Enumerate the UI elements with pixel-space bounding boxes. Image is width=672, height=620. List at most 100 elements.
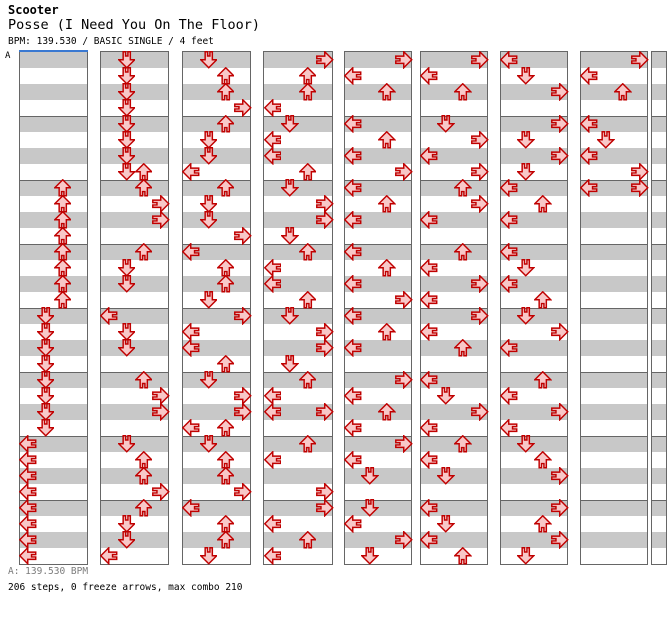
beat-stripe (345, 436, 411, 452)
measure-line (183, 180, 250, 181)
step-arrow-right-icon (316, 51, 334, 69)
step-arrow-down-icon (36, 371, 55, 389)
step-arrow-right-icon (395, 291, 413, 309)
step-arrow-right-icon (234, 307, 252, 325)
beat-stripe (101, 356, 168, 372)
step-arrow-down-icon (199, 51, 218, 69)
step-arrow-left-icon (19, 547, 37, 565)
measure-line (264, 308, 332, 309)
step-arrow-up-icon (53, 211, 72, 229)
step-arrow-up-icon (298, 371, 317, 389)
step-arrow-down-icon (281, 307, 299, 325)
measure-line (345, 308, 411, 309)
measure-line (20, 500, 87, 501)
step-arrow-up-icon (216, 115, 235, 133)
step-arrow-right-icon (631, 51, 649, 69)
beat-stripe (264, 244, 332, 260)
step-arrow-right-icon (316, 195, 334, 213)
step-arrow-down-icon (199, 147, 218, 165)
step-arrow-left-icon (19, 531, 37, 549)
step-arrow-down-icon (281, 227, 299, 245)
measure-line (501, 436, 567, 437)
step-arrow-left-icon (19, 515, 37, 533)
beat-stripe (421, 52, 487, 68)
measure-line (264, 500, 332, 501)
beat-stripe (345, 292, 411, 308)
beat-stripe (652, 132, 666, 148)
step-arrow-up-icon (53, 227, 72, 245)
chart-column (100, 51, 170, 565)
step-arrow-up-icon (216, 179, 235, 197)
beat-stripe (264, 212, 332, 228)
beat-stripe (652, 468, 666, 484)
beat-stripe (581, 324, 647, 340)
step-arrow-down-icon (517, 67, 535, 85)
measure-line (652, 436, 666, 437)
measure-line (581, 436, 647, 437)
beat-stripe (101, 420, 168, 436)
measure-line (421, 244, 487, 245)
step-arrow-up-icon (216, 467, 235, 485)
beat-stripe (421, 164, 487, 180)
step-arrow-left-icon (344, 147, 362, 165)
step-arrow-right-icon (152, 483, 170, 501)
step-arrow-up-icon (454, 339, 472, 357)
step-arrow-down-icon (199, 291, 218, 309)
step-arrow-down-icon (36, 339, 55, 357)
step-arrow-left-icon (580, 67, 598, 85)
measure-line (345, 180, 411, 181)
step-arrow-right-icon (395, 163, 413, 181)
measure-line (581, 244, 647, 245)
step-arrow-down-icon (117, 515, 136, 533)
beat-stripe (20, 132, 87, 148)
beat-stripe (345, 356, 411, 372)
beat-stripe (264, 292, 332, 308)
step-arrow-right-icon (316, 403, 334, 421)
step-arrow-right-icon (551, 467, 569, 485)
beat-stripe (581, 228, 647, 244)
beat-stripe (581, 436, 647, 452)
beat-stripe (264, 68, 332, 84)
beat-stripe (652, 244, 666, 260)
step-arrow-down-icon (117, 323, 136, 341)
step-arrow-left-icon (344, 307, 362, 325)
step-arrow-right-icon (316, 483, 334, 501)
beat-stripe (652, 484, 666, 500)
step-arrow-right-icon (234, 483, 252, 501)
step-arrow-right-icon (316, 339, 334, 357)
measure-line (183, 500, 250, 501)
measure-line (101, 308, 168, 309)
step-arrow-left-icon (344, 179, 362, 197)
step-arrow-right-icon (316, 211, 334, 229)
step-arrow-left-icon (263, 451, 282, 469)
step-arrow-down-icon (281, 179, 299, 197)
step-arrow-down-icon (36, 355, 55, 373)
measure-line (652, 500, 666, 501)
step-arrow-left-icon (500, 179, 518, 197)
measure-line (345, 436, 411, 437)
chart-column (500, 51, 569, 565)
step-arrow-left-icon (344, 451, 362, 469)
beat-stripe (20, 68, 87, 84)
step-arrow-up-icon (378, 403, 396, 421)
step-arrow-down-icon (117, 51, 136, 69)
beat-stripe (581, 308, 647, 324)
step-arrow-up-icon (216, 67, 235, 85)
step-arrow-down-icon (117, 147, 136, 165)
chart-column (263, 51, 334, 565)
step-arrow-left-icon (580, 179, 598, 197)
beat-stripe (581, 196, 647, 212)
step-arrow-left-icon (19, 483, 37, 501)
beat-stripe (581, 420, 647, 436)
step-arrow-left-icon (263, 147, 282, 165)
beat-stripe (581, 452, 647, 468)
step-arrow-down-icon (597, 131, 615, 149)
step-arrow-left-icon (420, 451, 438, 469)
step-arrow-down-icon (517, 259, 535, 277)
step-arrow-down-icon (36, 323, 55, 341)
step-arrow-right-icon (551, 499, 569, 517)
step-arrow-right-icon (471, 195, 489, 213)
step-arrow-right-icon (316, 323, 334, 341)
step-arrow-left-icon (100, 547, 118, 565)
beat-stripe (652, 276, 666, 292)
